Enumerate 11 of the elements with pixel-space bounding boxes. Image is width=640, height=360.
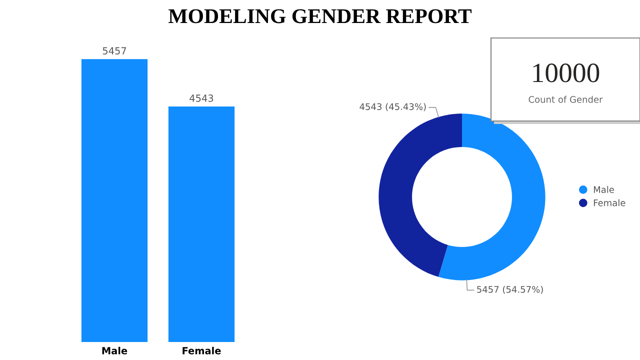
donut-slice: [438, 114, 546, 280]
data-label: 4543 (45.43%): [360, 103, 426, 112]
legend-label: Male: [594, 186, 614, 193]
text: Count of Gender: [528, 96, 603, 103]
data-label: 4543: [190, 94, 214, 102]
legend-label: Female: [594, 199, 626, 206]
text: 10000: [533, 64, 600, 82]
text: MODELING GENDER REPORT: [168, 9, 472, 24]
donut-slice: [378, 114, 462, 277]
data-label: 5457: [102, 47, 126, 54]
data-label: 5457 (54.57%): [477, 286, 543, 294]
